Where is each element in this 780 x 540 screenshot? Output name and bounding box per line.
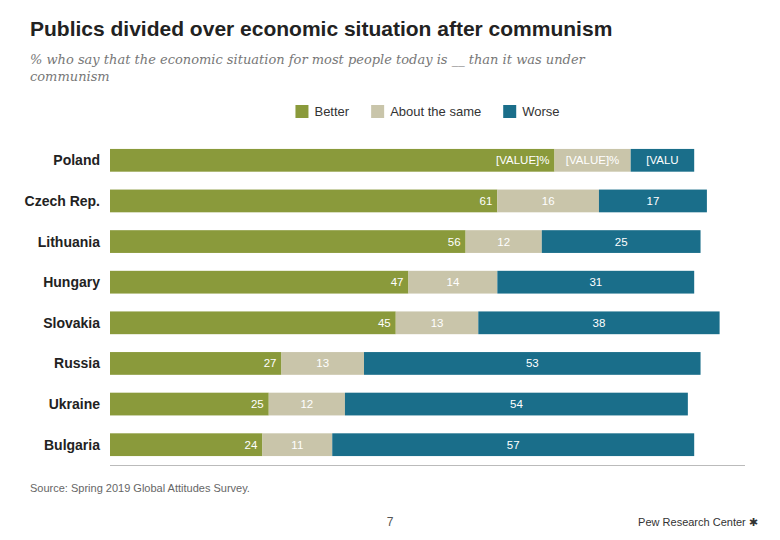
data-label: 14 bbox=[447, 276, 460, 288]
bar-segment bbox=[110, 352, 281, 375]
x-axis-line bbox=[110, 465, 745, 466]
category-label: Lithuania bbox=[38, 234, 100, 250]
bar-segment bbox=[110, 393, 269, 416]
title: Publics divided over economic situation … bbox=[30, 17, 612, 40]
bar-segment bbox=[555, 149, 631, 172]
bar-segment bbox=[110, 311, 396, 334]
bar-segment bbox=[497, 271, 694, 294]
data-label: 27 bbox=[264, 357, 277, 369]
source-note: Source: Spring 2019 Global Attitudes Sur… bbox=[30, 482, 250, 494]
data-label: 45 bbox=[378, 317, 391, 329]
bar-segment bbox=[466, 230, 542, 253]
data-label: 47 bbox=[391, 276, 404, 288]
data-label: 56 bbox=[448, 236, 461, 248]
bar-segment bbox=[345, 393, 688, 416]
category-label: Slovakia bbox=[43, 315, 100, 331]
data-label: 38 bbox=[593, 317, 606, 329]
bar-segment bbox=[269, 393, 345, 416]
legend-label: Better bbox=[314, 104, 349, 119]
bar-segment bbox=[408, 271, 497, 294]
data-label: 61 bbox=[480, 195, 493, 207]
bar-segment bbox=[364, 352, 701, 375]
data-label: [VALUE]% bbox=[566, 154, 619, 166]
data-label: 17 bbox=[647, 195, 660, 207]
category-label: Czech Rep. bbox=[25, 193, 100, 209]
data-label: 25 bbox=[615, 236, 628, 248]
background bbox=[0, 0, 780, 540]
legend: Better About the same Worse bbox=[295, 104, 559, 119]
chart-svg: Publics divided over economic situation … bbox=[0, 0, 780, 540]
category-label: Bulgaria bbox=[44, 437, 100, 453]
bars bbox=[110, 149, 720, 456]
data-label: 11 bbox=[291, 439, 303, 451]
bar-segment bbox=[542, 230, 701, 253]
subtitle-line: communism bbox=[30, 69, 110, 84]
data-label: 25 bbox=[251, 398, 264, 410]
bar-segment bbox=[110, 149, 555, 172]
legend-swatch bbox=[295, 105, 308, 118]
data-labels: [VALUE]% [VALUE]% [VALU 61 16 17 56 12 25 47 14 31 4… bbox=[245, 154, 679, 450]
bar-segment bbox=[332, 433, 694, 456]
chart-container: Publics divided over economic situation … bbox=[0, 0, 780, 540]
bar-segment bbox=[110, 190, 497, 213]
data-label: 53 bbox=[526, 357, 539, 369]
bar-segment bbox=[631, 149, 695, 172]
legend-label: About the same bbox=[390, 104, 481, 119]
subtitle: % who say that the economic situation fo… bbox=[30, 52, 586, 84]
legend-item: About the same bbox=[371, 104, 481, 119]
data-label: 13 bbox=[431, 317, 444, 329]
bar-segment bbox=[497, 190, 599, 213]
data-label: 31 bbox=[589, 276, 602, 288]
category-label: Poland bbox=[53, 152, 100, 168]
bar-segment bbox=[110, 230, 466, 253]
category-label: Ukraine bbox=[49, 396, 101, 412]
legend-label: Worse bbox=[522, 104, 559, 119]
bar-segment bbox=[599, 190, 707, 213]
data-label: [VALU bbox=[646, 154, 678, 166]
bar-segment bbox=[262, 433, 332, 456]
data-label: [VALUE]% bbox=[496, 154, 549, 166]
category-label: Russia bbox=[54, 355, 100, 371]
data-label: 57 bbox=[507, 439, 520, 451]
legend-item: Better bbox=[295, 104, 349, 119]
y-axis: Poland Czech Rep. Lithuania Hungary Slovakia… bbox=[25, 152, 101, 452]
category-label: Hungary bbox=[43, 274, 100, 290]
data-label: 12 bbox=[497, 236, 510, 248]
legend-swatch bbox=[503, 105, 516, 118]
bar-segment bbox=[281, 352, 364, 375]
data-label: 54 bbox=[510, 398, 523, 410]
bar-segment bbox=[478, 311, 719, 334]
page-number: 7 bbox=[387, 515, 394, 529]
legend-item: Worse bbox=[503, 104, 559, 119]
legend-swatch bbox=[371, 105, 384, 118]
data-label: 13 bbox=[316, 357, 329, 369]
data-label: 12 bbox=[300, 398, 313, 410]
credit: Pew Research Center ✱ bbox=[638, 516, 758, 528]
bar-segment bbox=[110, 433, 262, 456]
bar-segment bbox=[110, 271, 408, 294]
data-label: 16 bbox=[542, 195, 555, 207]
bar-segment bbox=[396, 311, 479, 334]
data-label: 24 bbox=[245, 439, 258, 451]
subtitle-line: % who say that the economic situation fo… bbox=[30, 52, 586, 67]
